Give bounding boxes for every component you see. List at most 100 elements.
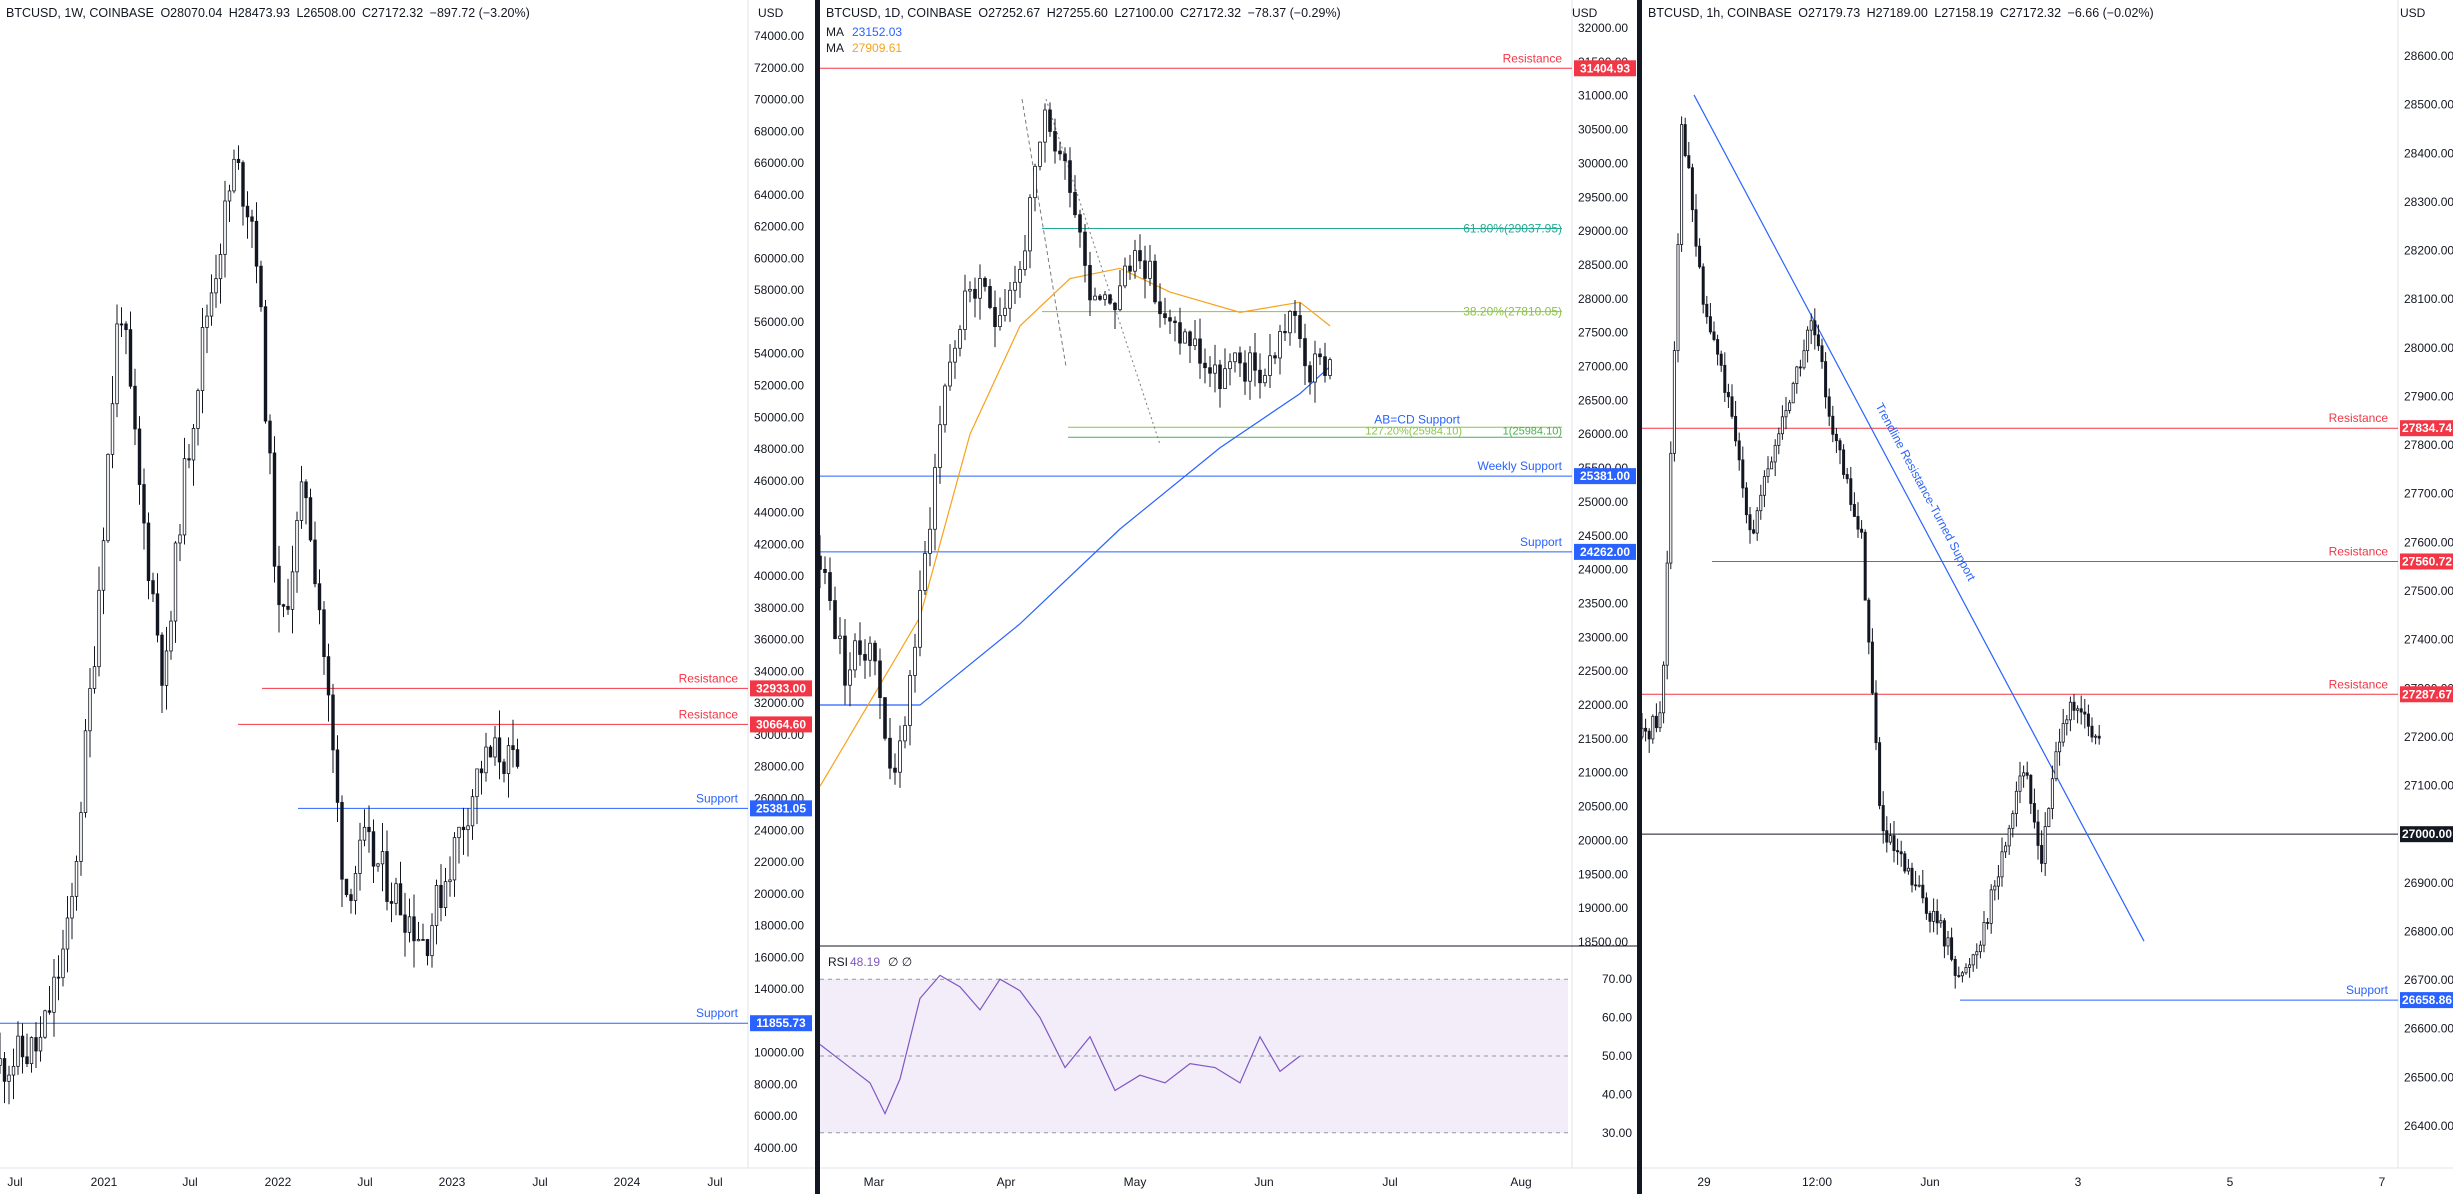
candle xyxy=(1903,853,1907,872)
currency-label: USD xyxy=(758,6,784,20)
candle xyxy=(169,620,173,652)
candle xyxy=(1716,339,1720,355)
candle xyxy=(470,796,475,827)
candle xyxy=(236,158,241,163)
candle xyxy=(335,749,340,803)
candle xyxy=(2061,723,2065,743)
candle xyxy=(1723,364,1727,393)
y-tick-label: 27600.00 xyxy=(2404,535,2453,549)
candle xyxy=(1298,315,1302,339)
candle xyxy=(2083,711,2087,715)
candle xyxy=(878,660,882,698)
candle xyxy=(299,481,304,521)
level-price-tag-bg xyxy=(2400,826,2453,843)
panel-separator[interactable] xyxy=(1637,0,1642,1194)
x-tick-label: Jul xyxy=(1382,1175,1397,1189)
ma-fast-line xyxy=(820,267,1331,787)
level-price-tag: 27287.67 xyxy=(2402,687,2452,701)
level-label: Resistance xyxy=(2329,411,2389,425)
level-price-tag-bg xyxy=(2400,992,2453,1009)
candle xyxy=(863,654,867,661)
candle xyxy=(1068,160,1072,193)
y-tick-label: 28100.00 xyxy=(2404,292,2453,306)
daily-chart-svg[interactable]: 32000.0031500.0031000.0030500.0030000.00… xyxy=(820,0,1640,1194)
candle xyxy=(1258,369,1262,384)
candle xyxy=(119,323,124,326)
candle xyxy=(2029,774,2033,804)
candle xyxy=(903,725,907,742)
weekly-chart-panel[interactable]: 74000.00 72000.00 70000.00 68000.00 66000.00… xyxy=(0,0,818,1194)
candle xyxy=(1827,396,1831,417)
level-price-tag: 26658.86 xyxy=(2402,993,2452,1007)
high-value: H27255.60 xyxy=(1046,6,1108,20)
candle xyxy=(1737,440,1741,461)
candle xyxy=(1698,245,1702,268)
candle xyxy=(502,761,506,774)
ma-legend-slow[interactable]: MA 23152.03 xyxy=(826,25,902,39)
open-value: O27252.67 xyxy=(978,6,1041,20)
hourly-chart-svg[interactable]: 28600.00 28500.00 28400.00 28300.00 28200.00… xyxy=(1642,0,2453,1194)
candle xyxy=(1802,350,1806,369)
candle xyxy=(466,825,470,831)
candle xyxy=(344,878,349,896)
daily-chart-panel[interactable]: 32000.0031500.0031000.0030500.0030000.00… xyxy=(820,0,1640,1194)
candle xyxy=(1188,331,1192,346)
y-tick-label: 48000.00 xyxy=(754,442,804,456)
candle xyxy=(241,162,245,207)
ma-slow-line xyxy=(820,366,1331,706)
hourly-chart-panel[interactable]: 28600.00 28500.00 28400.00 28300.00 28200.00… xyxy=(1642,0,2453,1194)
candle xyxy=(52,976,56,1013)
y-tick-label: 23500.00 xyxy=(1578,596,1628,610)
rsi-label: RSI xyxy=(828,955,848,969)
level-label: Resistance xyxy=(2329,677,2389,691)
candle xyxy=(353,873,358,901)
fib-level-label: 38.20%(27810.05) xyxy=(1463,305,1562,319)
candle xyxy=(983,277,987,287)
candle xyxy=(1318,353,1322,358)
x-tick-label: 3 xyxy=(2075,1175,2082,1189)
rsi-tick-label: 50.00 xyxy=(1602,1049,1632,1063)
candle xyxy=(245,205,250,218)
x-tick-label: 2023 xyxy=(439,1175,466,1189)
candle xyxy=(1123,265,1127,287)
level-label: Weekly Support xyxy=(1478,459,1563,473)
y-tick-label: 58000.00 xyxy=(754,283,804,297)
candle xyxy=(128,329,133,387)
candle xyxy=(1163,313,1167,319)
symbol-label: BTCUSD, 1h, COINBASE xyxy=(1648,6,1792,20)
candle xyxy=(1063,153,1067,162)
candle xyxy=(1939,920,1943,924)
candle xyxy=(1784,410,1788,418)
ma-legend-fast[interactable]: MA 27909.61 xyxy=(826,41,902,55)
symbol-label: BTCUSD, 1W, COINBASE xyxy=(6,6,154,20)
candle xyxy=(1899,851,1903,855)
candle xyxy=(1303,338,1307,367)
panel-separator[interactable] xyxy=(815,0,820,1194)
y-tick-label: 28500.00 xyxy=(2404,98,2453,112)
candle xyxy=(1008,289,1012,309)
candle xyxy=(277,565,281,606)
y-tick-label: 27400.00 xyxy=(2404,633,2453,647)
close-value: C27172.32 xyxy=(1999,6,2062,20)
candle xyxy=(443,881,448,909)
candle xyxy=(1642,727,1644,738)
candle xyxy=(1881,805,1885,832)
weekly-chart-svg[interactable]: 74000.00 72000.00 70000.00 68000.00 66000.00… xyxy=(0,0,818,1194)
candle xyxy=(268,420,272,454)
level-price-tag: 27560.72 xyxy=(2402,554,2452,568)
candle xyxy=(1834,433,1838,442)
high-value: H27189.00 xyxy=(1866,6,1928,20)
y-tick-label: 23000.00 xyxy=(1578,630,1628,644)
candle xyxy=(1780,416,1784,435)
level-price-tag: 25381.00 xyxy=(1580,469,1630,483)
chart-header: BTCUSD, 1W, COINBASE O28070.04 H28473.93… xyxy=(6,6,533,20)
y-tick-label: 27200.00 xyxy=(2404,730,2453,744)
candle xyxy=(223,200,227,255)
open-value: O28070.04 xyxy=(160,6,223,20)
candle xyxy=(978,277,982,299)
candle xyxy=(475,768,479,798)
candle xyxy=(1726,392,1730,398)
rsi-line xyxy=(820,974,1301,1116)
candle xyxy=(1762,476,1766,496)
candle xyxy=(1644,727,1648,732)
